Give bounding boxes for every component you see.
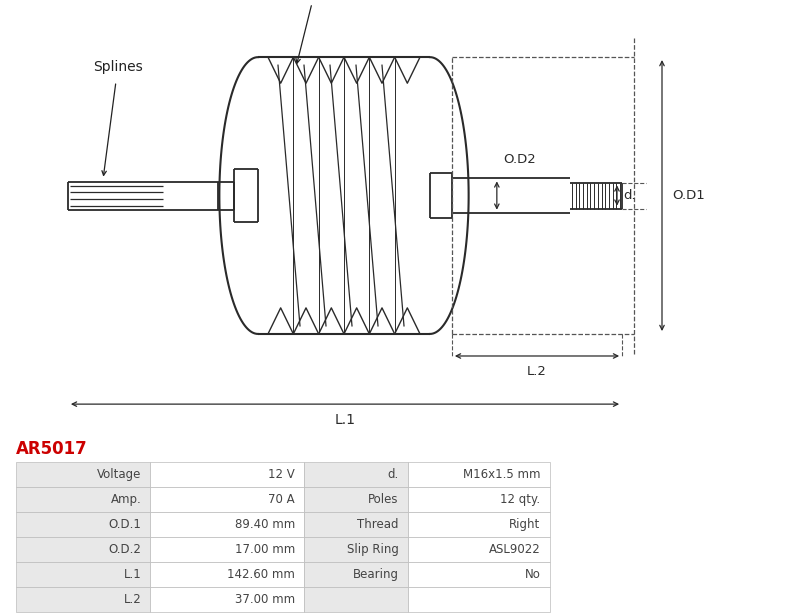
Bar <box>16 562 150 586</box>
Bar <box>150 511 304 537</box>
Bar <box>150 487 304 511</box>
Text: O.D.1: O.D.1 <box>108 517 141 530</box>
Text: Splines: Splines <box>93 60 143 74</box>
Text: L.1: L.1 <box>123 567 141 580</box>
Text: M16x1.5 mm: M16x1.5 mm <box>463 468 541 480</box>
Bar <box>16 487 150 511</box>
Text: O.D.2: O.D.2 <box>108 543 141 556</box>
Text: Thread: Thread <box>357 517 398 530</box>
Bar <box>408 586 550 612</box>
Bar <box>304 562 408 586</box>
Text: No: No <box>525 567 541 580</box>
Bar <box>150 586 304 612</box>
Text: 17.00 mm: 17.00 mm <box>234 543 294 556</box>
Bar <box>408 461 550 487</box>
Text: O.D2: O.D2 <box>503 153 535 166</box>
Text: AR5017: AR5017 <box>16 440 88 458</box>
Text: Bearing: Bearing <box>353 567 398 580</box>
Bar <box>304 461 408 487</box>
Bar <box>408 487 550 511</box>
Bar <box>150 461 304 487</box>
Text: d.: d. <box>623 189 636 202</box>
Bar <box>16 586 150 612</box>
Bar <box>150 537 304 562</box>
Bar <box>16 511 150 537</box>
Bar <box>16 537 150 562</box>
Bar <box>150 562 304 586</box>
Text: Amp.: Amp. <box>110 493 141 506</box>
Text: 142.60 mm: 142.60 mm <box>227 567 294 580</box>
Bar <box>304 586 408 612</box>
Text: Voltage: Voltage <box>97 468 141 480</box>
Bar <box>408 537 550 562</box>
Bar <box>408 562 550 586</box>
Bar <box>16 461 150 487</box>
Text: Slip Ring: Slip Ring <box>346 543 398 556</box>
Text: 70 A: 70 A <box>268 493 294 506</box>
Text: 37.00 mm: 37.00 mm <box>234 593 294 606</box>
Text: 89.40 mm: 89.40 mm <box>234 517 294 530</box>
Bar <box>304 511 408 537</box>
Text: d.: d. <box>387 468 398 480</box>
Text: L.1: L.1 <box>334 413 355 427</box>
Text: L.2: L.2 <box>123 593 141 606</box>
Text: Poles: Poles <box>368 493 398 506</box>
Text: 12 V: 12 V <box>268 468 294 480</box>
Text: 12 qty.: 12 qty. <box>501 493 541 506</box>
Text: Right: Right <box>510 517 541 530</box>
Text: ASL9022: ASL9022 <box>489 543 541 556</box>
Bar <box>408 511 550 537</box>
Bar <box>304 487 408 511</box>
Bar <box>304 537 408 562</box>
Text: L.2: L.2 <box>527 365 547 378</box>
Text: O.D1: O.D1 <box>672 189 705 202</box>
